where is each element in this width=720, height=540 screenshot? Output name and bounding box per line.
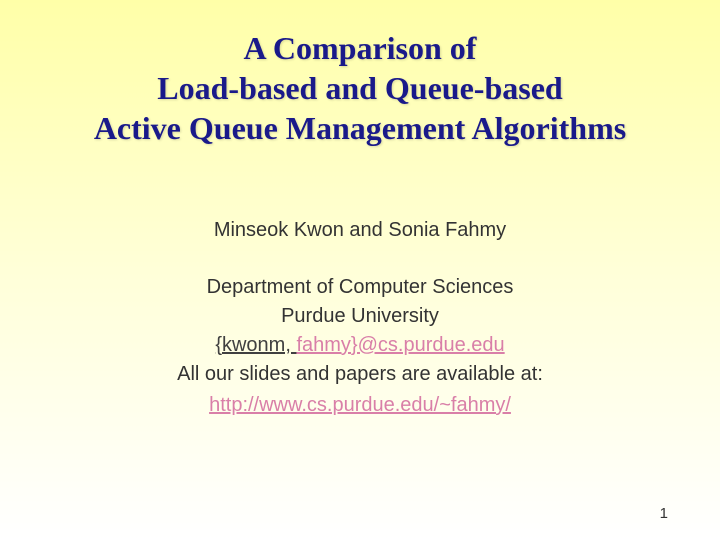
title-line-3: Active Queue Management Algorithms — [94, 108, 626, 148]
email-link[interactable]: fahmy}@cs.purdue.edu — [296, 334, 504, 356]
authors-line: Minseok Kwon and Sonia Fahmy — [177, 216, 543, 245]
availability-line: All our slides and papers are available … — [177, 360, 543, 389]
page-number: 1 — [660, 505, 668, 522]
email-prefix: {kwonm, — [215, 334, 296, 356]
university-line: Purdue University — [177, 302, 543, 331]
url-line: http://www.cs.purdue.edu/~fahmy/ — [177, 391, 543, 420]
url-link[interactable]: http://www.cs.purdue.edu/~fahmy/ — [209, 394, 511, 416]
slide-body: Minseok Kwon and Sonia Fahmy Department … — [177, 216, 543, 420]
title-line-2: Load-based and Queue-based — [94, 68, 626, 108]
department-line: Department of Computer Sciences — [177, 273, 543, 302]
email-line: {kwonm, fahmy}@cs.purdue.edu — [177, 331, 543, 360]
slide-title: A Comparison of Load-based and Queue-bas… — [94, 28, 626, 148]
title-line-1: A Comparison of — [94, 28, 626, 68]
